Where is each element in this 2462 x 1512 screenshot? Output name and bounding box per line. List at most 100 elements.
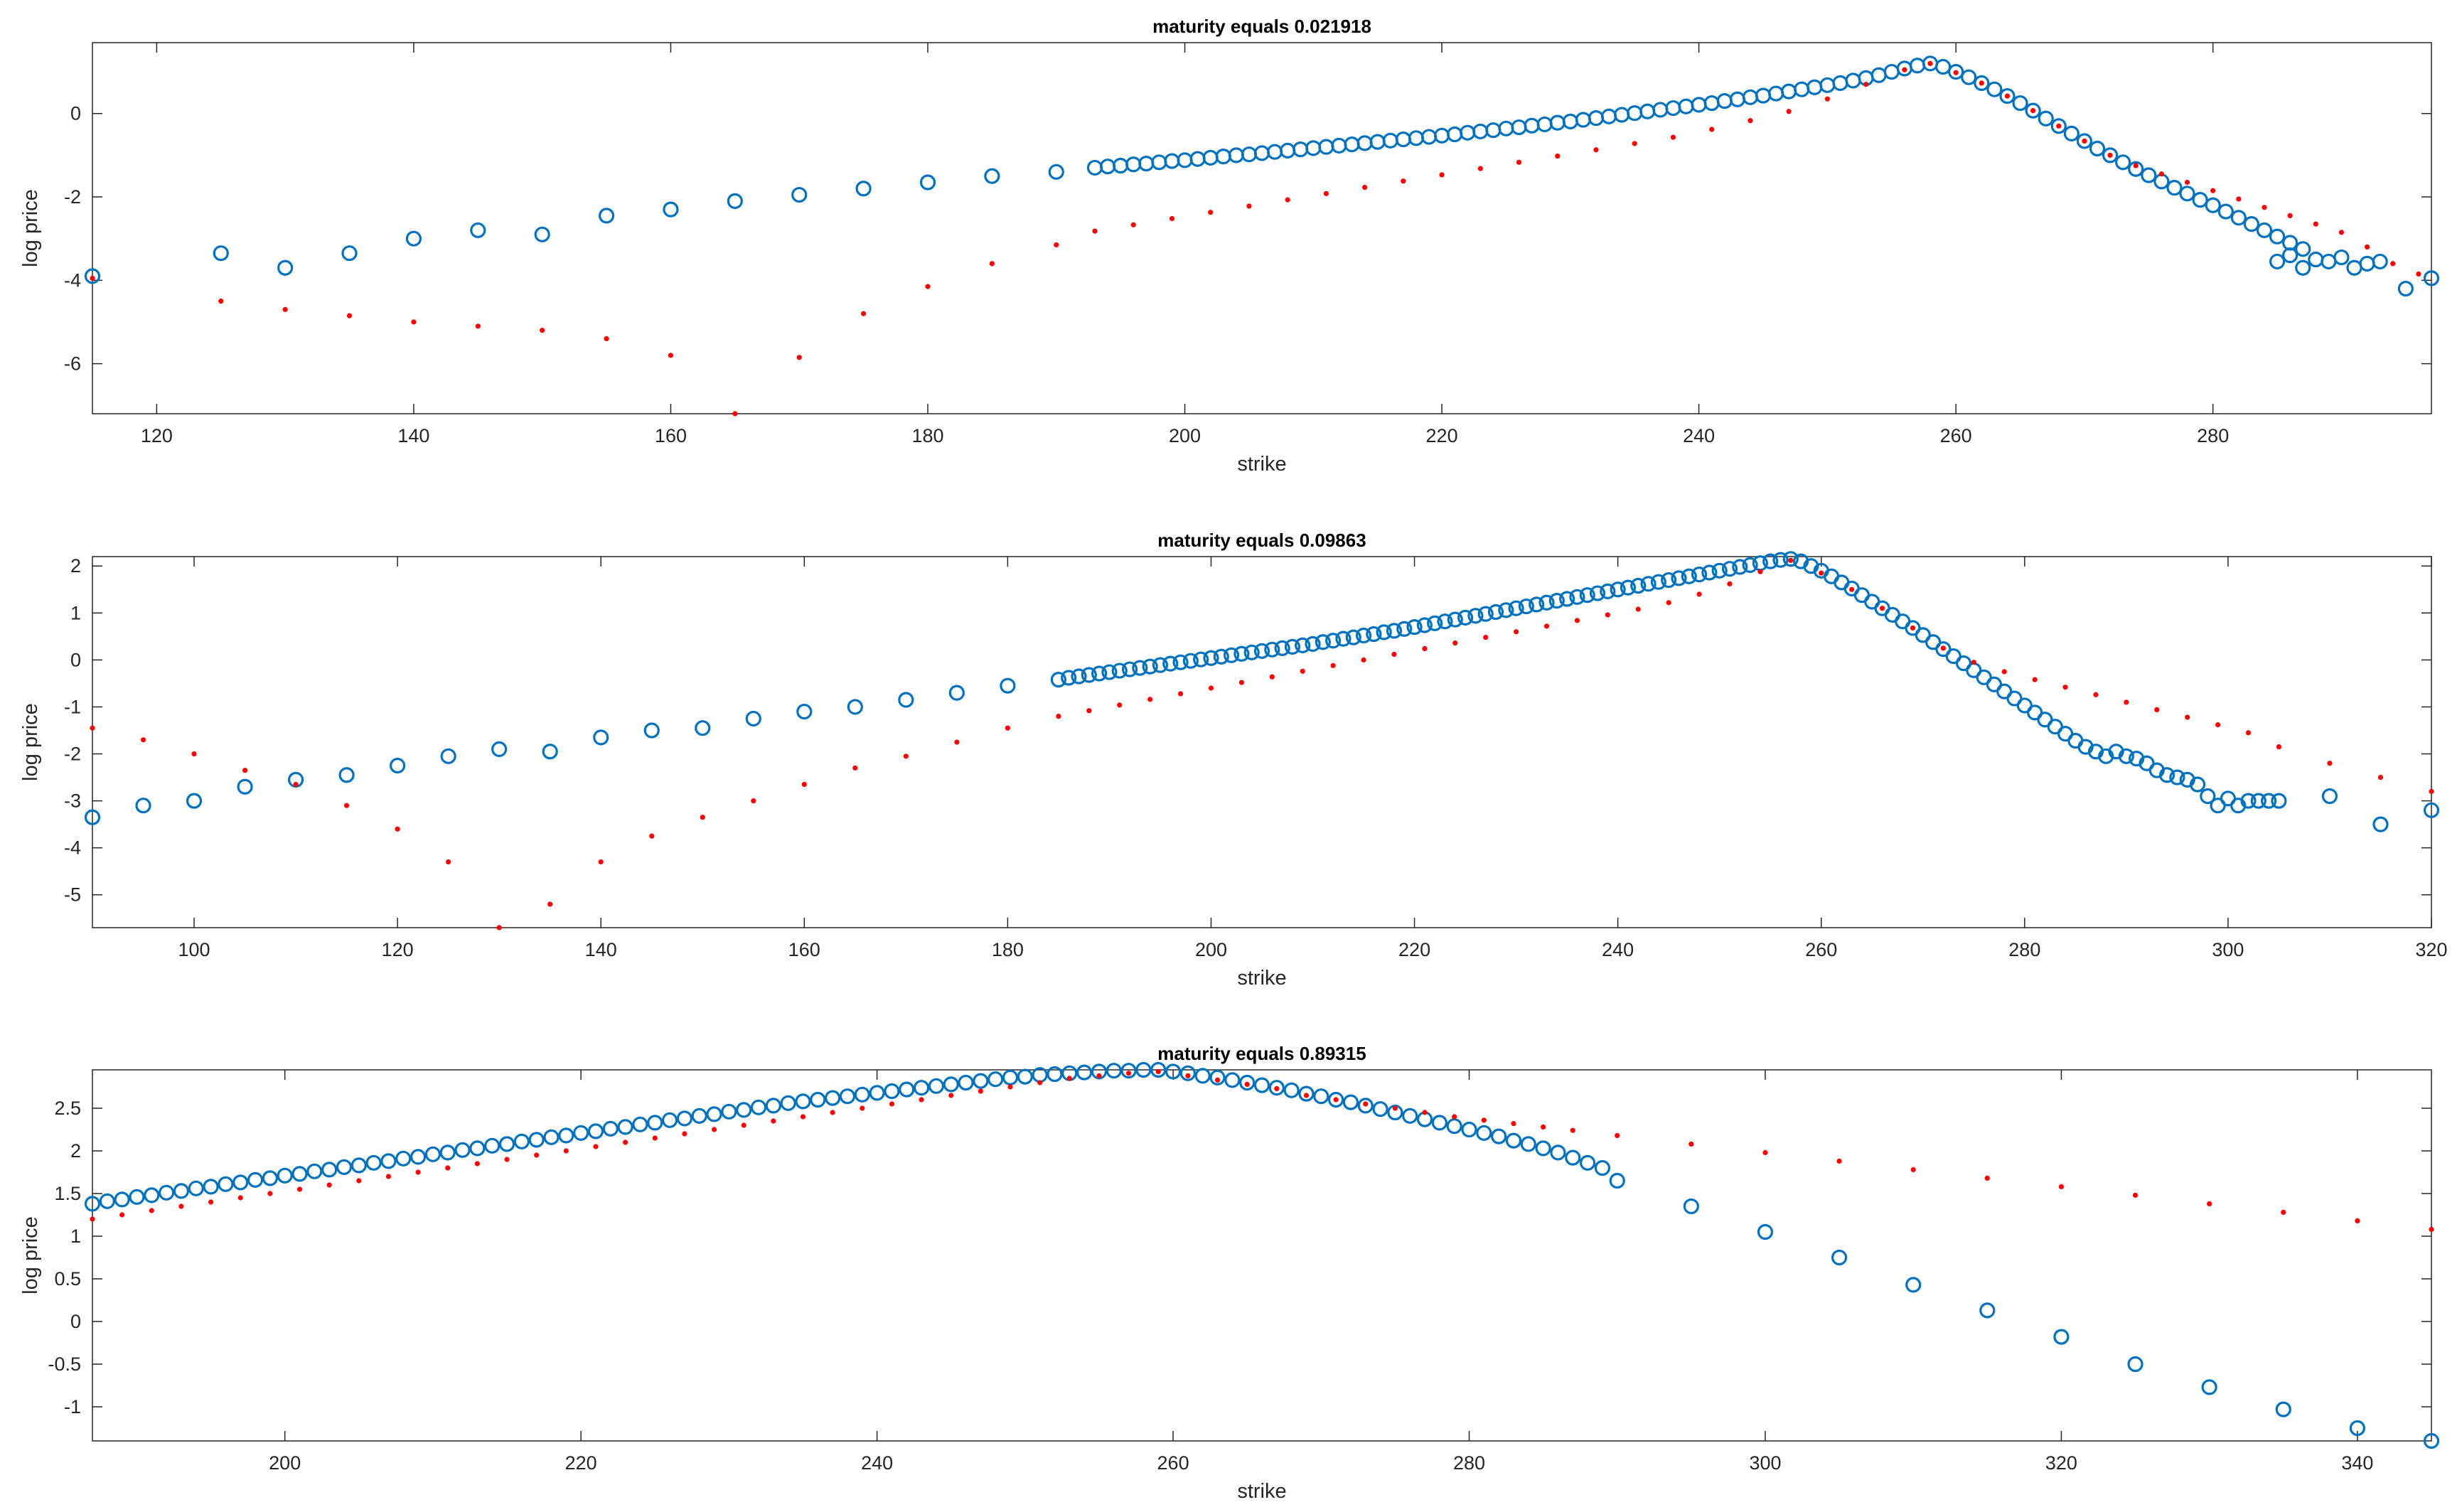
data-point-circle [2333, 249, 2350, 266]
data-point-circle [405, 230, 422, 247]
data-point-circle [84, 1196, 101, 1212]
data-point-dot [1696, 591, 1702, 597]
data-point-dot [1483, 635, 1489, 640]
data-point-dot [948, 1093, 954, 1098]
data-point-circle [1342, 1094, 1359, 1110]
data-point-circle [721, 1103, 737, 1120]
data-point-circle [1315, 634, 1331, 650]
x-tick-label: 260 [1157, 1452, 1189, 1474]
data-point-dot [1570, 1127, 1575, 1133]
data-point-dot [1422, 1110, 1428, 1115]
data-point-circle [1671, 570, 1687, 586]
data-point-dot [1477, 166, 1483, 171]
data-point-dot [1066, 1076, 1072, 1081]
data-point-circle [439, 1144, 456, 1161]
y-tick-label: -2 [64, 186, 81, 208]
data-point-dot [919, 1097, 924, 1103]
data-point-dot [2207, 1201, 2212, 1206]
data-point-circle [542, 744, 558, 760]
data-point-circle [825, 1090, 841, 1106]
data-point-circle [919, 174, 936, 191]
data-point-dot [2210, 188, 2216, 193]
data-point-circle [1209, 1069, 1226, 1085]
data-point-dot [604, 336, 609, 342]
y-tick-label: -1 [64, 1396, 81, 1417]
y-tick-label: -6 [64, 353, 81, 375]
data-point-circle [1111, 663, 1128, 679]
data-point-dot [925, 284, 931, 289]
data-point-circle [1406, 619, 1423, 636]
data-point-dot [1208, 210, 1214, 215]
data-point-circle [2053, 1329, 2070, 1345]
data-point-dot [2058, 1184, 2065, 1189]
data-point-circle [2192, 192, 2208, 208]
data-point-dot [1979, 80, 1984, 86]
data-point-circle [1121, 661, 1138, 677]
data-point-circle [780, 1095, 796, 1111]
data-point-circle [899, 1081, 915, 1098]
data-point-circle [2127, 1356, 2143, 1373]
data-point-circle [144, 1187, 160, 1203]
data-point-dot [282, 306, 288, 312]
data-point-circle [643, 722, 660, 739]
data-point-dot [1130, 222, 1136, 227]
data-point-circle [1661, 572, 1677, 589]
y-axis-label: log price [19, 189, 42, 267]
data-point-circle [1274, 640, 1290, 656]
data-point-circle [2179, 186, 2195, 202]
data-point-dot [1300, 668, 1305, 674]
data-point-circle [1559, 591, 1575, 607]
data-point-dot [1748, 118, 1753, 124]
data-point-circle [2256, 222, 2273, 239]
data-point-circle [791, 186, 808, 203]
x-tick-label: 100 [178, 939, 210, 960]
data-point-circle [277, 1167, 293, 1184]
data-point-circle [1239, 1074, 1256, 1091]
data-point-circle [513, 1133, 530, 1149]
data-point-circle [2201, 1379, 2217, 1395]
data-point-circle [247, 1171, 264, 1188]
data-point-dot [1117, 702, 1123, 708]
data-point-dot [989, 261, 995, 267]
data-point-circle [2372, 253, 2388, 270]
data-point-dot [903, 754, 909, 759]
data-point-circle [1772, 552, 1789, 568]
data-point-circle [2282, 247, 2298, 264]
markers [84, 551, 2440, 931]
data-point-circle [1487, 604, 1504, 621]
data-point-circle [454, 1142, 471, 1158]
data-point-circle [855, 181, 872, 197]
data-point-dot [2215, 722, 2221, 728]
data-point-circle [1223, 647, 1240, 663]
x-tick-label: 200 [1195, 939, 1227, 960]
data-point-circle [1048, 163, 1064, 180]
x-tick-label: 240 [1602, 939, 1634, 960]
data-point-dot [1208, 685, 1214, 691]
data-point-circle [2275, 1401, 2291, 1417]
data-point-circle [2295, 241, 2311, 257]
data-point-circle [2243, 216, 2260, 232]
data-point-circle [984, 168, 1000, 184]
data-point-dot [1836, 1158, 1842, 1164]
y-tick-label: -2 [64, 744, 81, 765]
data-point-dot [1953, 70, 1959, 75]
data-point-dot [861, 311, 867, 316]
data-point-dot [2377, 774, 2384, 781]
data-point-dot [1285, 197, 1290, 203]
data-point-dot [1481, 1117, 1487, 1123]
y-tick-label: 0 [70, 103, 81, 124]
data-point-circle [1061, 670, 1077, 686]
data-point-circle [1120, 1063, 1137, 1079]
data-point-dot [1984, 1175, 1990, 1181]
data-point-circle [1165, 1063, 1182, 1080]
data-point-dot [2390, 261, 2396, 267]
data-point-dot [2132, 1192, 2139, 1198]
data-point-circle [1831, 1249, 1848, 1266]
data-point-dot [2185, 714, 2190, 720]
data-point-circle [1050, 672, 1067, 688]
data-point-circle [2205, 197, 2221, 213]
data-point-dot [1185, 1073, 1191, 1078]
data-point-dot [475, 323, 481, 329]
data-point-circle [1683, 1198, 1699, 1215]
y-axis-label: log price [19, 1216, 42, 1294]
